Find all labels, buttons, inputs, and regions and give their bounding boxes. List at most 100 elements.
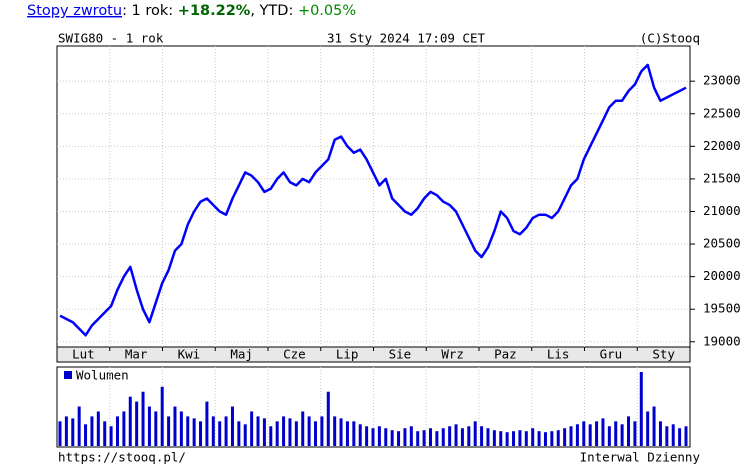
chart-title: SWIG80 - 1 rok	[58, 31, 164, 46]
volume-bar	[365, 426, 369, 446]
volume-bar	[384, 428, 388, 446]
volume-bar	[77, 406, 81, 446]
volume-bar	[269, 426, 273, 446]
volume-bar	[486, 428, 490, 446]
volume-bar	[243, 424, 247, 446]
volume-bar	[639, 372, 643, 446]
volume-bar	[409, 426, 413, 446]
volume-bar	[537, 431, 541, 446]
volume-bar	[224, 416, 228, 446]
y-tick-label: 23000	[703, 73, 741, 88]
volume-bar	[518, 430, 522, 446]
volume-bar	[103, 421, 107, 446]
ytd-label: , YTD:	[250, 3, 298, 19]
volume-bar	[275, 421, 279, 446]
volume-bar	[160, 386, 164, 446]
x-tick-label: Wrz	[441, 347, 464, 362]
volume-bar	[301, 411, 305, 446]
volume-bar	[377, 426, 381, 446]
y-tick-label: 22500	[703, 105, 741, 120]
volume-bar	[262, 418, 266, 446]
volume-bar	[582, 421, 586, 446]
volume-bar	[671, 424, 675, 446]
volume-bar	[64, 416, 68, 446]
volume-bar	[192, 418, 196, 446]
volume-bar	[575, 424, 579, 446]
volume-bar	[135, 401, 139, 446]
volume-bar	[230, 406, 234, 446]
volume-bar	[307, 416, 311, 446]
volume-bar	[403, 428, 407, 446]
volume-bar	[448, 426, 452, 446]
volume-bar	[531, 428, 535, 446]
volume-bar	[460, 428, 464, 446]
volume-bar	[288, 418, 292, 446]
volume-bar	[199, 421, 203, 446]
volume-bar	[601, 418, 605, 446]
x-tick-label: Lip	[336, 347, 359, 362]
volume-bar	[569, 426, 573, 446]
volume-bar	[441, 428, 445, 446]
volume-bar	[652, 406, 656, 446]
y-tick-label: 20500	[703, 236, 741, 251]
volume-bar	[524, 431, 528, 446]
volume-bar	[237, 421, 241, 446]
volume-bar	[333, 416, 337, 446]
volume-bar	[314, 421, 318, 446]
volume-bar	[128, 396, 132, 446]
volume-bar	[646, 411, 650, 446]
y-tick-label: 22000	[703, 138, 741, 153]
volume-bar	[282, 416, 286, 446]
volume-bar	[96, 411, 100, 446]
volume-legend: Wolumen	[76, 368, 129, 383]
volume-bar	[556, 430, 560, 446]
volume-bar	[658, 421, 662, 446]
volume-bar	[607, 426, 611, 446]
volume-bar	[512, 431, 516, 446]
volume-bar	[186, 416, 190, 446]
volume-bar	[358, 424, 362, 446]
volume-bar	[205, 401, 209, 446]
volume-bar	[390, 430, 394, 446]
volume-bar	[595, 421, 599, 446]
volume-bar	[454, 424, 458, 446]
volume-bar	[320, 416, 324, 446]
ytd-return: +0.05%	[298, 3, 356, 19]
x-tick-label: Sie	[389, 347, 412, 362]
volume-bar	[154, 411, 158, 446]
volume-bar	[505, 432, 509, 446]
footer-url[interactable]: https://stooq.pl/	[58, 450, 186, 465]
volume-bar	[294, 421, 298, 446]
x-tick-label: Paz	[494, 347, 517, 362]
volume-bar	[467, 426, 471, 446]
returns-link[interactable]: Stopy zwrotu	[27, 3, 122, 19]
volume-bar	[339, 418, 343, 446]
volume-bar	[678, 428, 682, 446]
volume-bar	[614, 421, 618, 446]
period-label: : 1 rok:	[122, 3, 178, 19]
volume-bar	[256, 416, 260, 446]
volume-bar	[473, 421, 477, 446]
volume-bar	[352, 421, 356, 446]
x-tick-label: Gru	[600, 347, 623, 362]
x-tick-label: Lis	[547, 347, 570, 362]
y-tick-label: 21500	[703, 170, 741, 185]
y-tick-label: 19000	[703, 333, 741, 348]
volume-bar	[480, 426, 484, 446]
x-tick-label: Maj	[230, 347, 253, 362]
volume-bar	[492, 430, 496, 446]
x-tick-label: Lut	[72, 347, 95, 362]
x-tick-label: Cze	[283, 347, 306, 362]
volume-bar	[397, 431, 401, 446]
y-tick-label: 21000	[703, 203, 741, 218]
x-tick-label: Mar	[125, 347, 148, 362]
volume-bar	[665, 426, 669, 446]
volume-bar	[211, 416, 215, 446]
volume-bar	[428, 428, 432, 446]
volume-legend-swatch	[64, 371, 72, 379]
volume-bar	[620, 424, 624, 446]
year-return: +18.22%	[178, 3, 251, 19]
volume-bar	[122, 411, 126, 446]
volume-bar	[499, 431, 503, 446]
volume-bar	[115, 416, 119, 446]
